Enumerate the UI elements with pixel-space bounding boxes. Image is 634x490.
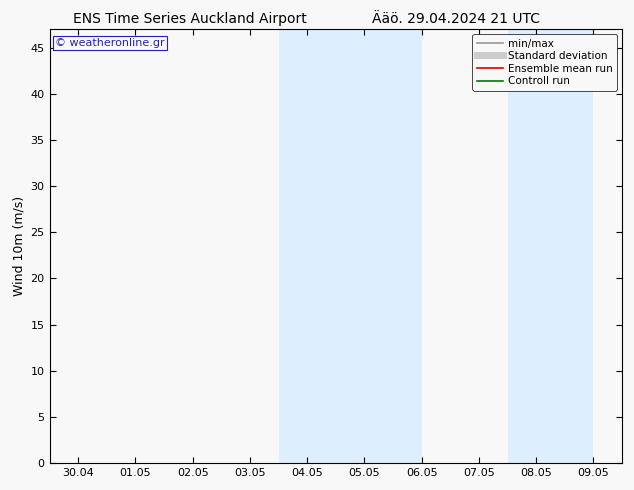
Text: © weatheronline.gr: © weatheronline.gr [55, 38, 165, 48]
Text: ENS Time Series Auckland Airport: ENS Time Series Auckland Airport [74, 12, 307, 26]
Y-axis label: Wind 10m (m/s): Wind 10m (m/s) [12, 196, 25, 296]
Bar [278, 29, 422, 463]
Bar [507, 29, 593, 463]
Legend: min/max, Standard deviation, Ensemble mean run, Controll run: min/max, Standard deviation, Ensemble me… [472, 34, 617, 91]
Text: Ääö. 29.04.2024 21 UTC: Ääö. 29.04.2024 21 UTC [373, 12, 540, 26]
